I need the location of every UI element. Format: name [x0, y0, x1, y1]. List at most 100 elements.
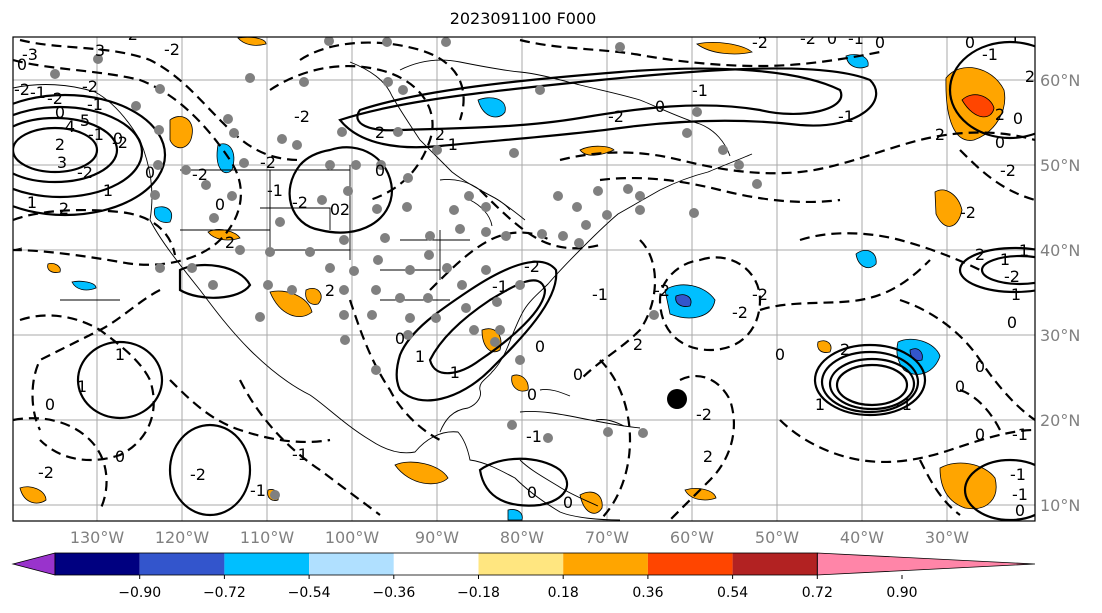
contour-label: -1 — [1012, 425, 1028, 444]
contour-label: -3 — [22, 45, 38, 64]
contour-label: -2 — [38, 463, 54, 482]
contour-label: 3 — [95, 41, 105, 60]
contour-label: -1 — [848, 29, 864, 48]
contour-label: 0 — [115, 447, 125, 466]
contour-label: 0 — [827, 29, 837, 48]
contour-label: -1 — [838, 107, 854, 126]
contour-label: 0 — [215, 195, 225, 214]
colorbar-segment — [563, 553, 648, 575]
colorbar-tick-label: −0.54 — [288, 585, 331, 601]
contour-label: 2 — [840, 340, 850, 359]
contour-label: -1 — [250, 481, 266, 500]
positive-contours — [13, 40, 1035, 521]
contour-label: 2 — [1025, 67, 1035, 86]
contour-label: -1 — [87, 95, 103, 114]
contour-label: 0 — [395, 329, 405, 348]
contour-label: 1 — [103, 181, 113, 200]
contour-label: 0 — [975, 425, 985, 444]
contour-label: 0 — [330, 200, 340, 219]
contour-label: 2 — [703, 447, 713, 466]
map-title: 2023091100 F000 — [449, 9, 597, 28]
lon-label: 90°W — [415, 528, 459, 547]
contour-label: -1 — [444, 363, 460, 382]
graticule — [13, 37, 1035, 521]
contour-label: -1 — [30, 83, 46, 102]
lon-label: 30°W — [925, 528, 969, 547]
latitude-labels: 60°N 50°N 40°N 30°N 20°N 10°N — [1040, 71, 1080, 515]
colorbar-segment — [224, 553, 310, 575]
colorbar-segment — [393, 553, 479, 575]
contour-label: 0 — [1013, 109, 1023, 128]
lon-label: 110°W — [240, 528, 295, 547]
contour-label: -2 — [732, 303, 748, 322]
lon-label: 130°W — [70, 528, 125, 547]
contour-label: 0 — [775, 345, 785, 364]
colorbar-extend-low — [11, 552, 56, 576]
contour-label: -2 — [1000, 161, 1016, 180]
contour-label: -1 — [88, 125, 104, 144]
contour-label: -2 — [77, 163, 93, 182]
contour-label: 1 — [415, 347, 425, 366]
contour-label: 0 — [875, 33, 885, 52]
contour-label: -2 — [294, 107, 310, 126]
lon-label: 80°W — [500, 528, 544, 547]
lat-label: 50°N — [1040, 156, 1080, 175]
colorbar-tick-label: −0.36 — [372, 585, 415, 601]
contour-label: 0 — [17, 55, 27, 74]
hurricane-center-marker — [667, 389, 687, 409]
colorbar-segment — [647, 553, 733, 575]
contour-label: 0 — [563, 493, 573, 512]
contour-label: 0 — [655, 97, 665, 116]
contour-label: 1 — [77, 377, 87, 396]
contour-label: 2 — [633, 335, 643, 354]
colorbar-tick-label: 0.90 — [886, 585, 917, 601]
contour-label: 4 — [65, 117, 75, 136]
lon-label: 40°W — [840, 528, 884, 547]
colorbar-outline — [54, 552, 818, 576]
lon-label: 70°W — [585, 528, 629, 547]
contour-label: 1 — [27, 193, 37, 212]
contour-label: -2 — [800, 29, 816, 48]
contour-label: -1 — [896, 395, 912, 414]
contour-label: 2 — [975, 245, 985, 264]
contour-label: 0 — [55, 103, 65, 122]
contour-label: -2 — [122, 25, 138, 44]
colorbar-tick-label: −0.18 — [457, 585, 500, 601]
contour-label: 0 — [975, 357, 985, 376]
lon-label: 50°W — [755, 528, 799, 547]
contour-label: -2 — [164, 40, 180, 59]
colorbar-tick-label: −0.72 — [203, 585, 246, 601]
contour-label: -2 — [82, 77, 98, 96]
colorbar-tick-label: −0.90 — [118, 585, 161, 601]
contour-label: -1 — [292, 445, 308, 464]
contour-label: -2 — [192, 165, 208, 184]
colorbar-segment — [55, 553, 140, 575]
contour-label: -2 — [260, 153, 276, 172]
contour-label: 0 — [113, 129, 123, 148]
contour-label: 2 — [59, 199, 69, 218]
colorbar-extend-high — [816, 552, 1036, 576]
colorbar-tick-label: 0.72 — [802, 585, 833, 601]
contour-label: 0 — [535, 337, 545, 356]
negative-contours — [13, 38, 1035, 521]
contour-label: 1 — [815, 395, 825, 414]
contour-label: 2 — [935, 125, 945, 144]
lon-label: 100°W — [325, 528, 380, 547]
contour-label: -1 — [526, 427, 542, 446]
contour-label: -1 — [267, 181, 283, 200]
colorbar-segment — [139, 553, 225, 575]
contour-label: 0 — [1007, 313, 1017, 332]
contour-label: 3 — [57, 153, 67, 172]
contour-label: -2 — [14, 80, 30, 99]
contour-label: 2 — [435, 125, 445, 144]
colorbar-segment — [309, 553, 394, 575]
contour-label: -1 — [442, 135, 458, 154]
lat-label: 10°N — [1040, 496, 1080, 515]
lon-label: 60°W — [670, 528, 714, 547]
contour-label: -1 — [1012, 485, 1028, 504]
contour-label: 2 — [375, 123, 385, 142]
contour-label: -2 — [960, 203, 976, 222]
station-dots — [50, 37, 762, 500]
contour-label: -1 — [492, 277, 508, 296]
